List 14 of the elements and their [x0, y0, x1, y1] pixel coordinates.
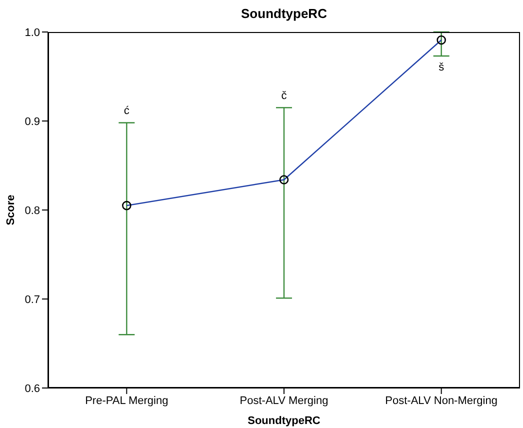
annotation: š	[438, 62, 445, 74]
annotation: č	[281, 90, 288, 102]
x-axis-title: SoundtypeRC	[248, 415, 320, 427]
chart-title: SoundtypeRC	[240, 6, 328, 21]
y-tick-label: 0.9	[24, 116, 40, 128]
y-tick-label: 0.6	[24, 382, 40, 395]
x-tick-label: Pre-PAL Merging	[85, 394, 168, 407]
y-tick-label: 0.7	[24, 294, 40, 306]
y-tick-label: 1.0	[24, 26, 40, 39]
y-axis-title: Score	[4, 194, 17, 226]
annotation: ć	[124, 105, 130, 118]
x-tick-label: Post-ALV Merging	[240, 394, 328, 407]
x-tick-label: Post-ALV Non-Merging	[385, 394, 498, 407]
y-tick-label: 0.8	[24, 204, 40, 217]
